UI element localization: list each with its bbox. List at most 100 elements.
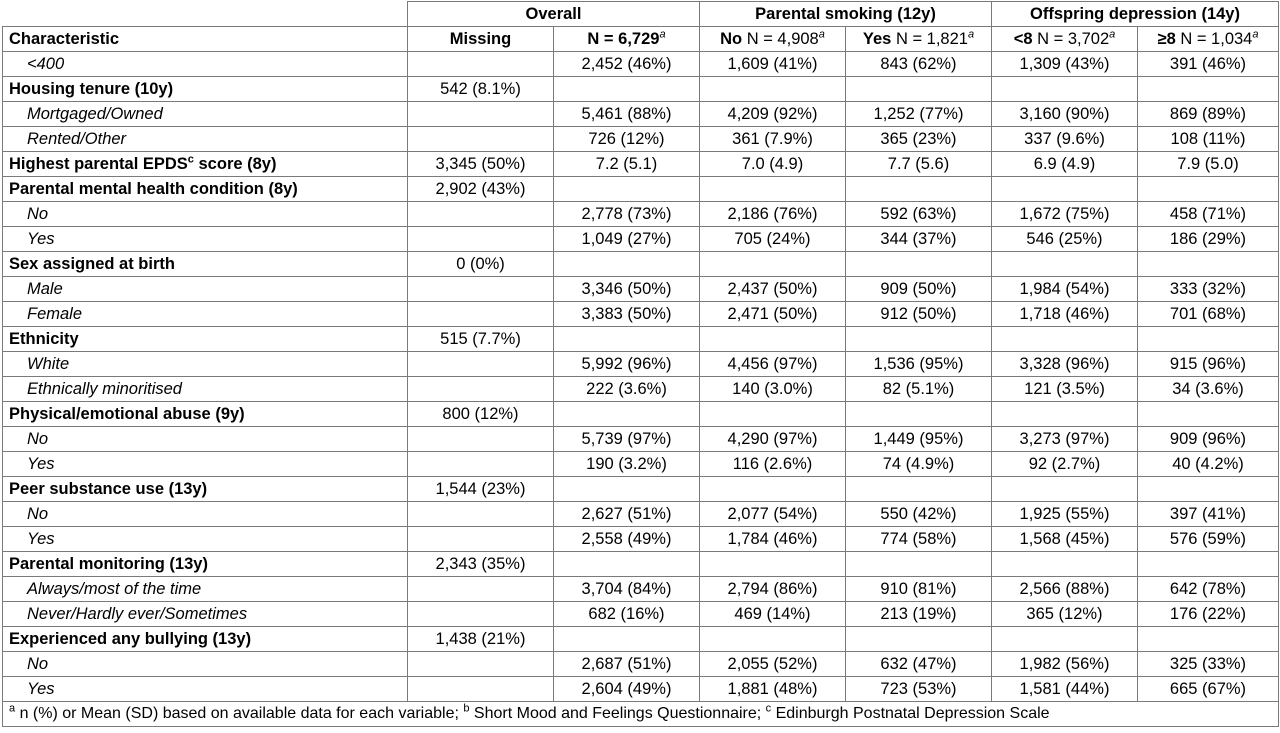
cell-dep-lt8 — [991, 76, 1138, 102]
cell-smoke-yes — [845, 176, 992, 202]
cell-dep-ge8 — [1137, 76, 1279, 102]
row-label-text: Never/Hardly ever/Sometimes — [27, 605, 248, 623]
cell-smoke-no: 2,471 (50%) — [699, 301, 846, 327]
row-label-text: No — [27, 655, 49, 673]
category-label: <400 — [2, 51, 408, 77]
col-header-smoke-no-sup: a — [818, 28, 825, 41]
table-row: No 2,627 (51%) 2,077 (54%) 550 (42%) 1,925 (… — [2, 501, 1279, 527]
cell-dep-lt8: 1,568 (45%) — [991, 526, 1138, 552]
cell-dep-ge8: 869 (89%) — [1137, 101, 1279, 127]
variable-label: Experienced any bullying (13y) — [2, 626, 408, 652]
footnote-sup-c: c — [765, 702, 772, 715]
cell-smoke-no: 705 (24%) — [699, 226, 846, 252]
cell-dep-ge8 — [1137, 326, 1279, 352]
cell-smoke-no: 140 (3.0%) — [699, 376, 846, 402]
table-row: Never/Hardly ever/Sometimes 682 (16%) 469 … — [2, 601, 1279, 627]
cell-overall: 5,739 (97%) — [553, 426, 700, 452]
group-header-parental-smoking: Parental smoking (12y) — [699, 1, 992, 27]
cell-overall — [553, 326, 700, 352]
cell-missing — [407, 376, 554, 402]
table-row: Peer substance use (13y) 1,544 (23%) — [2, 476, 1279, 502]
cell-missing — [407, 651, 554, 677]
header-blank-cell — [2, 1, 408, 27]
cell-dep-ge8 — [1137, 626, 1279, 652]
cell-overall: 5,461 (88%) — [553, 101, 700, 127]
cell-dep-lt8 — [991, 626, 1138, 652]
cell-missing — [407, 301, 554, 327]
cell-dep-ge8 — [1137, 401, 1279, 427]
footnote-sup-a: a — [9, 702, 16, 715]
cell-dep-ge8: 40 (4.2%) — [1137, 451, 1279, 477]
col-header-smoke-yes: Yes N = 1,821a — [845, 26, 992, 52]
cell-dep-lt8: 1,982 (56%) — [991, 651, 1138, 677]
cell-smoke-yes: 213 (19%) — [845, 601, 992, 627]
col-header-dep-ge8: ≥8 N = 1,034a — [1137, 26, 1279, 52]
cell-missing — [407, 101, 554, 127]
cell-smoke-yes: 723 (53%) — [845, 676, 992, 702]
cell-missing: 800 (12%) — [407, 401, 554, 427]
cell-dep-lt8: 546 (25%) — [991, 226, 1138, 252]
col-header-overall-n: N = 6,729a — [553, 26, 700, 52]
cell-dep-lt8: 121 (3.5%) — [991, 376, 1138, 402]
cell-dep-ge8: 333 (32%) — [1137, 276, 1279, 302]
cell-dep-ge8 — [1137, 476, 1279, 502]
cell-smoke-yes: 7.7 (5.6) — [845, 151, 992, 177]
cell-missing — [407, 276, 554, 302]
row-label-text: No — [27, 505, 49, 523]
footnote-text-c: Edinburgh Postnatal Depression Scale — [771, 705, 1050, 722]
cell-missing — [407, 426, 554, 452]
row-label-text: Always/most of the time — [27, 580, 202, 598]
cell-dep-ge8 — [1137, 176, 1279, 202]
variable-label: Peer substance use (13y) — [2, 476, 408, 502]
variable-label: Parental monitoring (13y) — [2, 551, 408, 577]
table-body: <400 2,452 (46%) 1,609 (41%) 843 (62%) 1,309… — [2, 51, 1279, 702]
cell-missing: 2,902 (43%) — [407, 176, 554, 202]
cell-dep-ge8: 909 (96%) — [1137, 426, 1279, 452]
col-header-missing-label: Missing — [449, 30, 512, 48]
row-label-text: Physical/emotional abuse (9y) — [9, 405, 245, 423]
table-row: <400 2,452 (46%) 1,609 (41%) 843 (62%) 1,309… — [2, 51, 1279, 77]
cell-smoke-yes: 909 (50%) — [845, 276, 992, 302]
cell-dep-lt8: 1,925 (55%) — [991, 501, 1138, 527]
col-header-characteristic: Characteristic — [2, 26, 408, 52]
cell-overall: 682 (16%) — [553, 601, 700, 627]
table-row: Yes 2,558 (49%) 1,784 (46%) 774 (58%) 1,568 … — [2, 526, 1279, 552]
row-label-text: Ethnicity — [9, 330, 79, 348]
cell-smoke-yes: 774 (58%) — [845, 526, 992, 552]
cell-overall: 2,558 (49%) — [553, 526, 700, 552]
cell-dep-lt8: 3,160 (90%) — [991, 101, 1138, 127]
col-header-smoke-yes-n: N = 1,821 — [891, 30, 968, 48]
col-header-dep-lt8-n: N = 3,702 — [1032, 30, 1110, 48]
cell-missing — [407, 526, 554, 552]
col-header-dep-lt8-sup: a — [1109, 28, 1116, 41]
cell-dep-ge8 — [1137, 551, 1279, 577]
cell-dep-ge8: 391 (46%) — [1137, 51, 1279, 77]
cell-missing: 542 (8.1%) — [407, 76, 554, 102]
cell-dep-ge8: 915 (96%) — [1137, 351, 1279, 377]
row-label-text: No — [27, 430, 49, 448]
row-label-text: Yes — [27, 680, 55, 698]
cell-missing — [407, 126, 554, 152]
group-header-offspring-depression: Offspring depression (14y) — [991, 1, 1279, 27]
table-row: Always/most of the time 3,704 (84%) 2,794 … — [2, 576, 1279, 602]
row-label-sup: c — [187, 153, 194, 166]
col-header-dep-ge8-label: ≥8 — [1157, 30, 1176, 48]
category-label: No — [2, 501, 408, 527]
category-label: Female — [2, 301, 408, 327]
cell-dep-ge8: 397 (41%) — [1137, 501, 1279, 527]
col-header-smoke-no-label: No — [720, 30, 743, 48]
cell-smoke-no: 2,055 (52%) — [699, 651, 846, 677]
cell-smoke-no: 469 (14%) — [699, 601, 846, 627]
cell-smoke-no: 4,290 (97%) — [699, 426, 846, 452]
cell-dep-lt8 — [991, 326, 1138, 352]
cell-overall: 222 (3.6%) — [553, 376, 700, 402]
cell-smoke-no — [699, 176, 846, 202]
cell-overall — [553, 176, 700, 202]
col-header-dep-ge8-n: N = 1,034 — [1175, 30, 1253, 48]
cell-overall: 1,049 (27%) — [553, 226, 700, 252]
cell-overall: 2,604 (49%) — [553, 676, 700, 702]
cell-dep-ge8: 576 (59%) — [1137, 526, 1279, 552]
table-row: Mortgaged/Owned 5,461 (88%) 4,209 (92%) 1,2… — [2, 101, 1279, 127]
cell-missing — [407, 576, 554, 602]
table-row: Yes 1,049 (27%) 705 (24%) 344 (37%) 546 (25%… — [2, 226, 1279, 252]
